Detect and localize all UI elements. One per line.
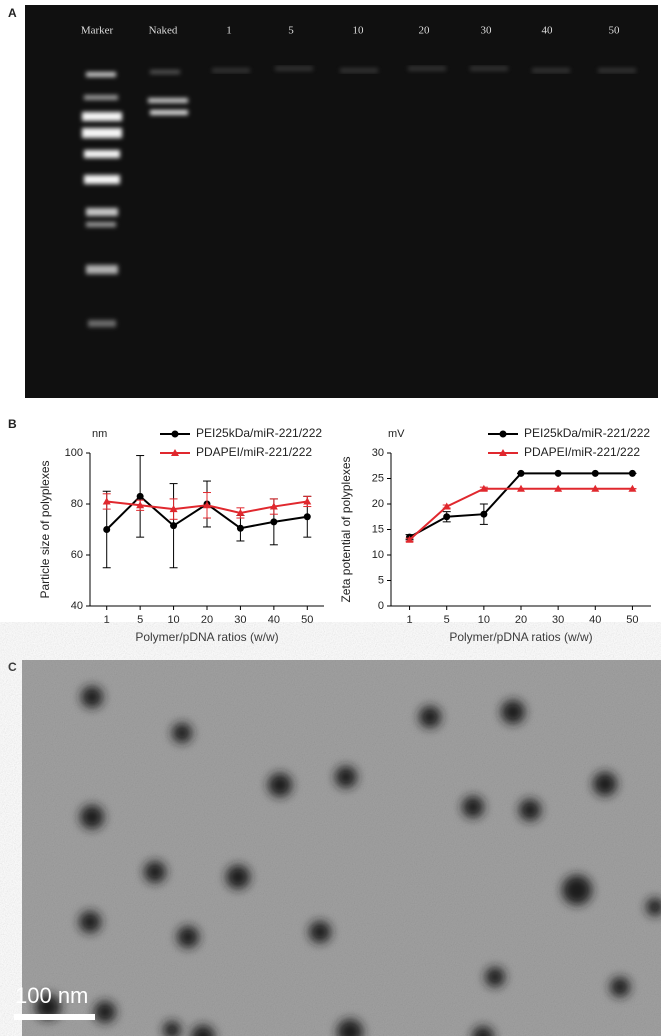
lane-label: 30 [481,25,493,37]
marker [554,469,562,477]
unit-label: mV [388,428,405,440]
series-line [408,487,633,541]
lane-label: 1 [226,25,232,37]
x-tick-label: 40 [268,614,280,626]
y-tick-label: 100 [65,447,83,459]
legend-label: PEI25kDa/miR-221/222 [524,426,650,440]
marker [554,484,563,492]
lane-label: 5 [288,25,294,37]
panel-label: C [8,660,17,674]
marker [499,430,507,438]
scale-bar-label: 100 nm [15,983,88,1008]
micrograph-image [22,660,661,1036]
y-axis-label: Particle size of polyplexes [38,460,52,598]
legend-label: PEI25kDa/miR-221/222 [196,426,322,440]
x-tick-label: 20 [201,614,213,626]
marker [591,484,600,492]
y-tick-label: 0 [378,600,384,612]
marker [102,497,111,505]
y-tick-label: 25 [372,472,384,484]
marker [169,505,178,513]
y-tick-label: 40 [71,600,83,612]
marker [480,510,488,518]
unit-label: nm [92,428,107,440]
x-tick-label: 5 [137,614,143,626]
marker [236,508,245,516]
lane-label: 40 [542,25,554,37]
x-tick-label: 5 [444,614,450,626]
x-tick-label: 1 [104,614,110,626]
x-tick-label: 40 [589,614,601,626]
marker [171,449,179,456]
marker [270,518,278,526]
x-tick-label: 20 [515,614,527,626]
y-tick-label: 10 [372,549,384,561]
legend-label: PDAPEI/miR-221/222 [196,445,312,459]
marker [591,469,599,477]
y-axis-label: Zeta potential of polyplexes [339,456,353,602]
marker [303,497,312,505]
x-tick-label: 30 [552,614,564,626]
x-axis-label: Polymer/pDNA ratios (w/w) [135,630,278,644]
y-tick-label: 30 [372,447,384,459]
marker [136,492,144,500]
lane-label: 20 [419,25,431,37]
marker [103,526,111,533]
marker [479,484,488,492]
y-tick-label: 80 [71,498,83,510]
marker [136,501,145,509]
x-tick-label: 10 [167,614,179,626]
x-tick-label: 50 [626,614,638,626]
lane-label: 50 [609,25,621,37]
marker [405,535,414,543]
marker [171,430,179,438]
x-tick-label: 10 [478,614,490,626]
marker [269,502,278,510]
marker [203,501,211,509]
y-tick-label: 15 [372,523,384,535]
marker [517,469,525,477]
marker [170,522,178,530]
marker [443,513,451,521]
y-tick-label: 5 [378,574,384,586]
lane-label: Marker [81,25,114,37]
marker [303,513,311,521]
y-tick-label: 60 [71,549,83,561]
lane-label: 10 [353,25,365,37]
marker [236,524,244,532]
x-tick-label: 1 [407,614,413,626]
x-tick-label: 50 [301,614,313,626]
gel-image [25,5,658,398]
panel-label: B [8,417,17,431]
legend-label: PDAPEI/miR-221/222 [524,445,640,459]
marker [442,502,451,510]
panel-label: A [8,6,17,20]
marker [628,484,637,492]
x-tick-label: 30 [234,614,246,626]
x-axis-label: Polymer/pDNA ratios (w/w) [449,630,592,644]
marker [499,449,507,456]
lane-label: Naked [149,25,178,37]
marker [517,484,525,492]
y-tick-label: 20 [372,498,384,510]
marker [628,469,636,477]
